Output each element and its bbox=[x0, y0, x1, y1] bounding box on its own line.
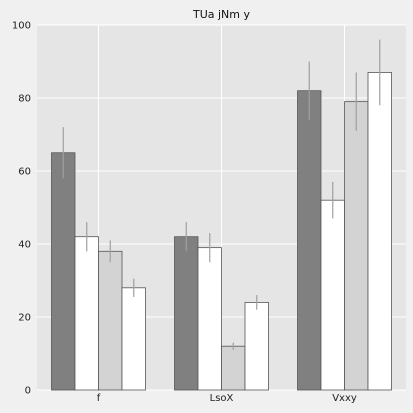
bar bbox=[367, 72, 392, 391]
bar bbox=[98, 250, 123, 391]
x-tick-label: LsoX bbox=[210, 393, 234, 404]
bar bbox=[320, 199, 345, 391]
bar bbox=[297, 90, 322, 391]
error-bars-group bbox=[62, 39, 381, 350]
bar bbox=[344, 101, 369, 391]
y-tick-label: 40 bbox=[18, 240, 31, 251]
x-tick-label: Vxxy bbox=[332, 393, 357, 404]
y-axis-ticks: 0 20 40 60 80 100 bbox=[12, 21, 31, 397]
bar bbox=[197, 247, 222, 391]
chart-title: TUa jNm y bbox=[192, 8, 251, 21]
y-tick-label: 80 bbox=[18, 94, 31, 105]
x-axis-ticks: f LsoX Vxxy bbox=[97, 393, 357, 404]
y-tick-label: 20 bbox=[18, 313, 31, 324]
bar bbox=[51, 152, 76, 391]
bar bbox=[174, 236, 199, 391]
bar bbox=[244, 301, 269, 391]
y-tick-label: 60 bbox=[18, 167, 31, 178]
y-tick-label: 100 bbox=[12, 21, 31, 32]
y-tick-label: 0 bbox=[25, 386, 31, 397]
bar bbox=[74, 236, 99, 391]
bars-group bbox=[51, 72, 392, 391]
bar bbox=[221, 345, 246, 391]
bar bbox=[121, 287, 146, 391]
x-tick-label: f bbox=[97, 393, 101, 404]
